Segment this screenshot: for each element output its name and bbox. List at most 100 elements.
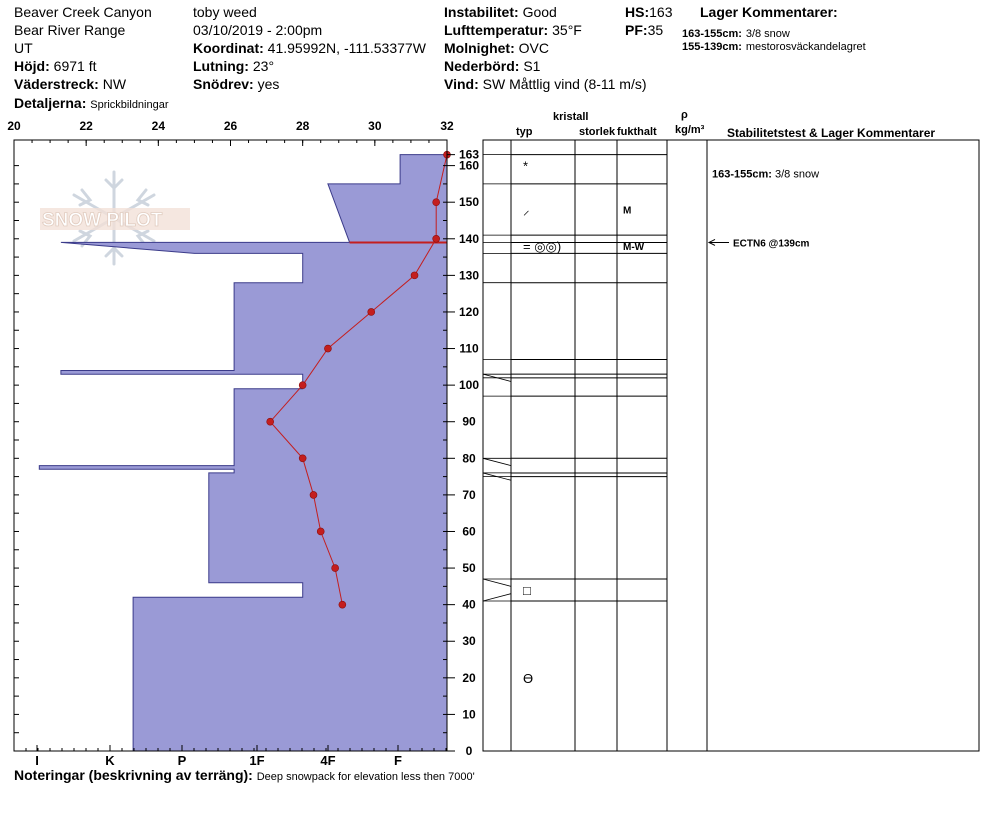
- coord-value: 41.95992N, -111.53377W: [267, 40, 426, 56]
- elevation-value: 6971 ft: [53, 58, 97, 74]
- stability-comment: 163-155cm: 3/8 snow: [712, 169, 819, 181]
- height-tick-label: 100: [459, 378, 479, 392]
- temperature-point: [367, 308, 376, 316]
- snowpilot-logo: SNOW PILOT: [30, 170, 190, 275]
- layer-comment-1-text: 3/8 snow: [745, 28, 790, 40]
- temperature-point: [298, 454, 307, 463]
- slope-value: 23°: [252, 58, 275, 74]
- coordinates: Koordinat: 41.95992N, -111.53377W: [193, 40, 426, 56]
- height-tick-label: 120: [459, 305, 479, 319]
- aspect-value: NW: [102, 76, 127, 92]
- layer-comments-title: Lager Kommentarer:: [700, 4, 838, 20]
- hardness-tick-label: I: [35, 753, 39, 768]
- details-value: Sprickbildningar: [90, 99, 169, 111]
- layer-comment-2: 155-139cm: mestorosväckandelagret: [682, 37, 866, 54]
- crystal-type-symbol: = ◎◎): [523, 239, 561, 254]
- airtemp-label: Lufttemperatur:: [444, 22, 549, 38]
- moisture-label: M-W: [623, 242, 645, 253]
- stability-comment-text: 3/8 snow: [775, 169, 819, 181]
- temperature-point: [298, 381, 307, 389]
- observer: toby weed: [193, 4, 257, 20]
- drift-label: Snödrev:: [193, 76, 254, 92]
- height-tick-label: 20: [462, 671, 476, 685]
- height-tick-label: 60: [462, 524, 476, 538]
- temperature-point: [410, 271, 419, 280]
- temp-tick-label: 30: [368, 119, 382, 133]
- drift: Snödrev: yes: [193, 76, 279, 92]
- height-tick-label: 110: [459, 342, 479, 356]
- watermark-text: SNOW PILOT: [42, 210, 163, 231]
- details-label: Detaljerna:: [14, 95, 87, 111]
- range: Bear River Range: [14, 22, 126, 38]
- layer-comment-2-range: 155-139cm:: [682, 41, 742, 53]
- col-stability: Stabilitetstest & Lager Kommentarer: [727, 126, 936, 140]
- pf: PF:35: [625, 22, 663, 38]
- sky-label: Molnighet:: [444, 40, 515, 56]
- elevation: Höjd: 6971 ft: [14, 58, 96, 74]
- hardness-tick-label: P: [178, 753, 187, 768]
- layer-skew-connector: [482, 578, 512, 587]
- crystal-type-symbol: ϴ: [523, 671, 533, 686]
- drift-value: yes: [257, 76, 280, 92]
- temperature-point: [338, 600, 347, 609]
- temperature-point: [432, 234, 440, 243]
- crystal-type-symbol: *: [523, 159, 528, 174]
- col-fukthalt: fukthalt: [617, 126, 657, 138]
- col-kristall: kristall: [553, 111, 589, 123]
- sky: Molnighet: OVC: [444, 40, 549, 56]
- slope-label: Lutning:: [193, 58, 249, 74]
- height-tick-label: 150: [459, 195, 479, 209]
- height-tick-label: 160: [459, 159, 479, 173]
- col-rho-unit: kg/m³: [675, 124, 705, 136]
- hs-value: 163: [649, 4, 673, 20]
- temp-tick-label: 26: [224, 119, 238, 133]
- layer-comment-1-range: 163-155cm:: [682, 28, 742, 40]
- layer-skew-connector: [482, 472, 512, 481]
- hardness-tick-label: 1F: [249, 753, 264, 768]
- air-temp: Lufttemperatur: 35°F: [444, 22, 582, 38]
- hardness-tick-label: 4F: [320, 753, 335, 768]
- height-tick-label: 130: [459, 268, 479, 282]
- temp-tick-label: 24: [152, 119, 166, 133]
- col-storlek: storlek: [579, 126, 616, 138]
- wind: Vind: SW Måttlig vind (8-11 m/s): [444, 76, 647, 92]
- test-arrow-head: [707, 238, 716, 246]
- temperature-point: [309, 491, 318, 499]
- layer-skew-connector: [482, 373, 512, 382]
- hs-label: HS:: [625, 4, 650, 20]
- datetime: 03/10/2019 - 2:00pm: [193, 22, 323, 38]
- hardness-tick-label: F: [394, 753, 402, 768]
- aspect-label: Väderstreck:: [14, 76, 99, 92]
- height-tick-label: 40: [462, 598, 476, 612]
- instability-label: Instabilitet:: [444, 4, 519, 20]
- temperature-point: [331, 564, 339, 572]
- layer-comment-1: 163-155cm: 3/8 snow: [682, 24, 790, 41]
- temp-tick-label: 20: [7, 119, 21, 133]
- instability-value: Good: [522, 4, 557, 20]
- temperature-point: [324, 344, 332, 353]
- height-tick-label: 0: [466, 744, 473, 758]
- precip: Nederbörd: S1: [444, 58, 540, 74]
- hardness-profile: [38, 154, 448, 752]
- stability-column-frame: [706, 139, 980, 752]
- layer-comment-2-text: mestorosväckandelagret: [745, 41, 866, 53]
- notes: Noteringar (beskrivning av terräng): Dee…: [14, 767, 475, 784]
- temperature-point: [432, 198, 440, 206]
- instability: Instabilitet: Good: [444, 4, 557, 20]
- temp-tick-label: 22: [79, 119, 93, 133]
- location: Beaver Creek Canyon: [14, 4, 152, 20]
- wind-label: Vind:: [444, 76, 479, 92]
- temperature-point: [266, 417, 274, 426]
- hardness-tick-label: K: [105, 753, 115, 768]
- layer-table-frame: [482, 139, 708, 752]
- col-rho: ρ: [681, 109, 688, 121]
- col-typ: typ: [516, 126, 533, 138]
- height-tick-label: 80: [462, 451, 476, 465]
- slope: Lutning: 23°: [193, 58, 274, 74]
- precip-value: S1: [523, 58, 541, 74]
- height-tick-label: 50: [462, 561, 476, 575]
- test-result: ECTN6 @139cm: [733, 238, 810, 249]
- height-tick-label: 140: [459, 232, 479, 246]
- crystal-type-symbol: □: [523, 583, 531, 598]
